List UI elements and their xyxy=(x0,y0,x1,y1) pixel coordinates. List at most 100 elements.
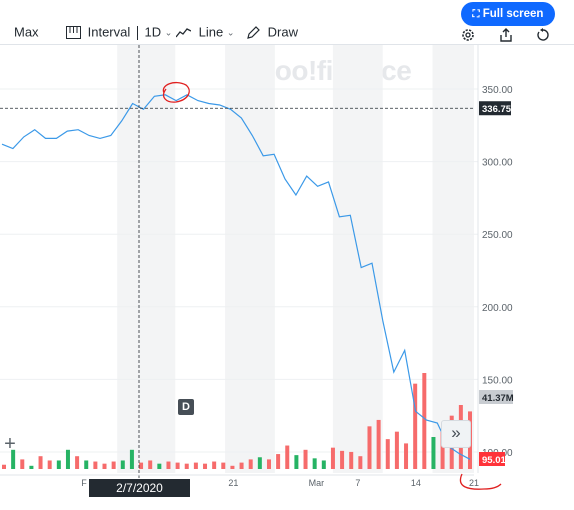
interval-icon xyxy=(66,26,81,40)
crosshair-price-label-bg xyxy=(479,101,511,116)
crosshair xyxy=(0,45,474,479)
volume-bar xyxy=(230,465,235,469)
volume-bar xyxy=(321,460,326,469)
volume-bar xyxy=(129,449,134,469)
volume-bar xyxy=(349,451,354,469)
dividend-marker[interactable]: D xyxy=(178,399,194,415)
price-badges: 336.75 41.37M 95.01 xyxy=(479,101,514,466)
volume-bar xyxy=(20,459,25,469)
volume-bar xyxy=(294,455,299,469)
reset-icon[interactable] xyxy=(535,27,551,43)
volume-bar xyxy=(65,449,70,469)
volume-bar xyxy=(111,461,116,469)
volume-bar xyxy=(431,437,436,469)
share-icon[interactable] xyxy=(498,27,514,43)
x-tick-label: 7 xyxy=(355,478,360,488)
interval-button[interactable]: Interval 1D ⌄ xyxy=(66,23,172,42)
x-tick-label: F xyxy=(81,478,87,488)
x-tick-label: 21 xyxy=(228,478,238,488)
volume-bar xyxy=(239,462,244,469)
fullscreen-label: Full screen xyxy=(482,8,544,20)
volume-bar xyxy=(367,426,372,469)
circled-peak-annotation xyxy=(162,81,190,103)
volume-bar xyxy=(102,463,107,469)
fullscreen-icon: ⛶ xyxy=(472,9,480,20)
volume-bar xyxy=(358,456,363,469)
crosshair-price-label: 336.75 xyxy=(482,104,512,115)
volume-value-label-bg xyxy=(479,390,513,404)
interval-value: 1D xyxy=(144,24,162,40)
volume-bar xyxy=(276,454,281,469)
range-label: Max xyxy=(14,24,39,40)
volume-bar xyxy=(166,461,171,469)
draw-button[interactable]: Draw xyxy=(247,23,298,42)
volume-bar xyxy=(376,419,381,469)
volume-value-label: 41.37M xyxy=(482,393,514,404)
volume-bar xyxy=(212,461,217,469)
x-tick-label: Mar xyxy=(309,478,325,488)
volume-bar xyxy=(203,463,208,469)
hand-annotations xyxy=(162,81,502,490)
volume-bar xyxy=(257,457,262,469)
volume-bar xyxy=(139,462,144,469)
range-max-button[interactable]: Max xyxy=(14,23,39,42)
volume-bar xyxy=(193,462,198,469)
price-line xyxy=(1,94,471,460)
volume-bar xyxy=(266,459,271,469)
y-tick-label: 200.00 xyxy=(482,303,513,314)
volume-bar xyxy=(75,456,80,469)
y-tick-label: 150.00 xyxy=(482,375,513,386)
settings-icon[interactable] xyxy=(460,27,476,43)
y-tick-label: 300.00 xyxy=(482,158,513,169)
chart-type-button[interactable]: Line ⌄ xyxy=(175,23,235,42)
y-tick-label: 350.00 xyxy=(482,85,513,96)
price-line-layer xyxy=(1,94,471,460)
x-axis: F1421Mar71421 xyxy=(0,474,479,488)
volume-bar xyxy=(303,449,308,469)
volume-bar xyxy=(38,456,43,469)
volume-bar xyxy=(47,460,52,469)
crosshair-date-label: 2/7/2020 xyxy=(89,479,190,497)
last-price-label: 95.01 xyxy=(482,455,506,466)
chevron-down-icon: ⌄ xyxy=(164,27,173,38)
volume-bar xyxy=(84,460,89,469)
chart-type-label: Line xyxy=(198,24,224,40)
volume-bar xyxy=(312,458,317,469)
weekend-bands xyxy=(117,45,474,473)
x-tick-label: 21 xyxy=(469,478,479,488)
fullscreen-button[interactable]: ⛶ Full screen xyxy=(461,2,555,26)
y-tick-label: 250.00 xyxy=(482,230,513,241)
line-chart-icon xyxy=(175,27,192,37)
toolbar-divider xyxy=(0,44,574,45)
chart-toolbar: Max Interval 1D ⌄ Line ⌄ Draw ⛶ Full scr… xyxy=(0,0,574,44)
x-tick-label: 14 xyxy=(411,478,421,488)
volume-bar xyxy=(11,449,16,469)
chevron-down-icon: ⌄ xyxy=(226,27,235,38)
volume-bar xyxy=(404,443,409,469)
draw-label: Draw xyxy=(267,24,298,40)
volume-bar xyxy=(148,460,153,469)
plus-icon[interactable]: + xyxy=(4,433,16,455)
underline-annotation xyxy=(459,473,502,490)
volume-bar xyxy=(330,447,335,469)
volume-bar xyxy=(184,463,189,469)
double-chevron-right-icon[interactable]: » xyxy=(441,420,471,448)
weekend-band xyxy=(432,45,474,473)
volume-bar xyxy=(248,459,253,469)
volume-bar xyxy=(440,431,445,469)
pencil-icon xyxy=(247,26,260,39)
weekend-band xyxy=(117,45,176,473)
volume-bar xyxy=(422,373,427,469)
volume-bar xyxy=(120,460,125,469)
volume-bar xyxy=(221,462,226,469)
volume-bar xyxy=(157,463,162,469)
volume-bar xyxy=(56,460,61,469)
last-price-label-bg xyxy=(479,452,505,466)
volume-bar xyxy=(413,383,418,469)
weekend-band xyxy=(225,45,275,473)
weekend-band xyxy=(332,45,383,473)
volume-bar xyxy=(29,465,34,469)
interval-label: Interval xyxy=(87,24,131,40)
volume-bar xyxy=(285,445,290,469)
